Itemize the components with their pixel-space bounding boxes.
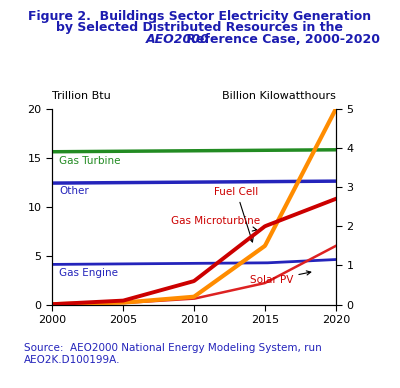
Text: Solar PV: Solar PV	[250, 271, 311, 285]
Text: Gas Turbine: Gas Turbine	[59, 156, 121, 166]
Text: Other: Other	[59, 186, 89, 196]
Text: Trillion Btu: Trillion Btu	[52, 91, 111, 101]
Text: Figure 2.  Buildings Sector Electricity Generation: Figure 2. Buildings Sector Electricity G…	[28, 10, 372, 23]
Text: AEO2000: AEO2000	[146, 33, 210, 46]
Text: Gas Engine: Gas Engine	[59, 268, 118, 278]
Text: Gas Microturbine: Gas Microturbine	[171, 216, 260, 231]
Text: Reference Case, 2000-2020: Reference Case, 2000-2020	[182, 33, 380, 46]
Text: Fuel Cell: Fuel Cell	[214, 187, 259, 242]
Text: Billion Kilowatthours: Billion Kilowatthours	[222, 91, 336, 101]
Text: Source:  AEO2000 National Energy Modeling System, run
AEO2K.D100199A.: Source: AEO2000 National Energy Modeling…	[24, 343, 322, 365]
Text: by Selected Distributed Resources in the: by Selected Distributed Resources in the	[56, 21, 344, 35]
